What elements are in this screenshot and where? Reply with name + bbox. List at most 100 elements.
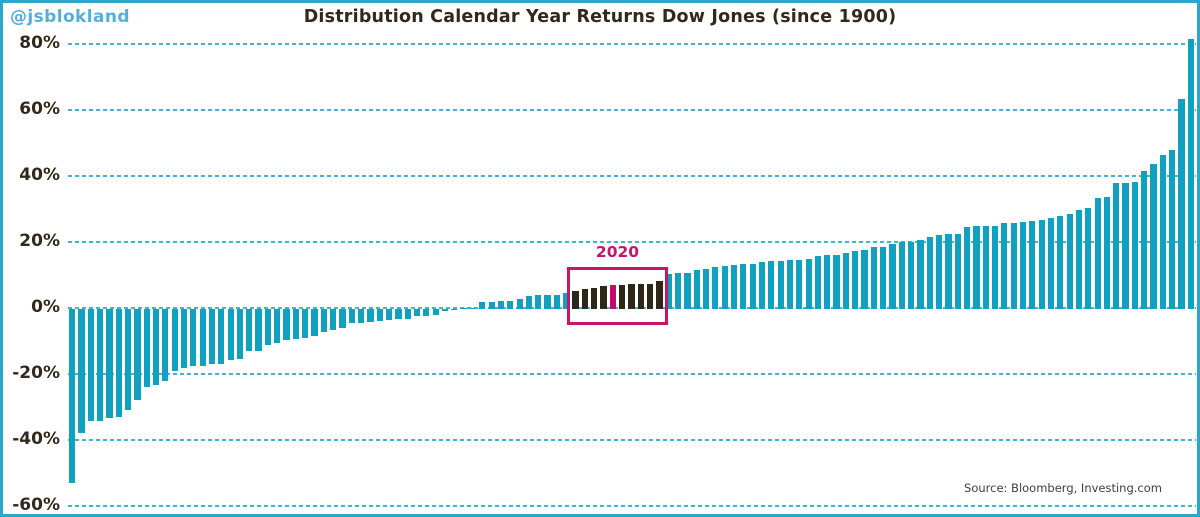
return-bar-1946 <box>311 309 318 336</box>
watermark: @jsblokland <box>10 7 130 27</box>
y-axis-tick-label: 60% <box>19 99 60 119</box>
gridline-40 <box>68 175 1196 177</box>
return-bar-1982 <box>889 244 896 309</box>
return-bar-1910 <box>180 309 188 369</box>
return-bar-1943 <box>749 263 756 309</box>
return-bar-1933 <box>1178 98 1185 309</box>
return-bar-2013 <box>1019 221 1027 309</box>
return-bar-1909 <box>796 259 803 309</box>
return-bar-2002 <box>208 309 216 365</box>
return-bar-2009 <box>880 247 887 309</box>
return-bar-1903 <box>143 309 150 387</box>
return-bar-2001 <box>320 309 327 333</box>
gridline-80 <box>68 43 1196 45</box>
return-bar-1962 <box>264 309 272 345</box>
return-bar-1905 <box>1113 182 1120 309</box>
return-bar-1954 <box>1150 163 1157 309</box>
gridline-60 <box>68 109 1196 111</box>
return-bar-1947 <box>488 301 495 309</box>
return-bar-1942 <box>647 283 654 309</box>
return-bar-1990 <box>348 309 355 324</box>
return-bar-1960 <box>283 309 290 340</box>
return-bar-1930 <box>87 309 94 421</box>
return-bar-1907 <box>78 309 85 434</box>
return-bar-1974 <box>134 309 141 401</box>
return-bar-1917 <box>162 309 169 381</box>
return-bar-1961 <box>870 247 877 309</box>
return-bar-1987 <box>507 301 514 309</box>
return-bar-1922 <box>926 237 933 309</box>
return-bar-1923 <box>386 309 393 320</box>
return-bar-1924 <box>1010 222 1017 309</box>
return-bar-1959 <box>833 254 840 309</box>
return-bar-1928 <box>1169 149 1176 309</box>
return-bar-1985 <box>1047 217 1055 309</box>
chart-title: Distribution Calendar Year Returns Dow J… <box>303 7 897 27</box>
return-bar-1901 <box>302 309 309 338</box>
return-bar-1941 <box>227 309 234 360</box>
return-bar-1936 <box>963 227 971 309</box>
return-bar-2005 <box>441 309 449 311</box>
return-bar-1929 <box>199 309 206 366</box>
return-bar-1938 <box>1057 216 1064 309</box>
return-bar-1920 <box>106 309 113 418</box>
return-bar-1969 <box>236 309 244 360</box>
return-bar-1925 <box>1075 210 1083 309</box>
return-bar-1975 <box>1122 182 1129 309</box>
return-bar-1967 <box>805 258 812 309</box>
return-bar-1972 <box>777 260 784 309</box>
return-bar-1934 <box>525 295 533 309</box>
return-bar-2016 <box>730 264 738 309</box>
return-bar-1981 <box>292 309 299 340</box>
return-bar-1952 <box>656 281 663 309</box>
return-bar-2015 <box>413 309 421 317</box>
return-bar-2007 <box>591 287 598 309</box>
return-bar-1918 <box>665 274 672 309</box>
return-bar-1983 <box>898 242 905 309</box>
y-axis-tick-label: -20% <box>12 363 60 383</box>
return-bar-1916 <box>358 309 365 323</box>
return-bar-1991 <box>908 242 915 309</box>
return-bar-1914 <box>124 309 132 411</box>
y-axis-tick-label: 0% <box>31 297 60 317</box>
return-bar-1931 <box>69 309 76 483</box>
return-bar-2011 <box>572 290 579 309</box>
return-bar-1908 <box>1159 155 1166 309</box>
return-bar-2006 <box>824 255 831 309</box>
return-bar-1979 <box>535 295 542 309</box>
return-bar-2008 <box>97 309 104 421</box>
gridline--20 <box>68 373 1196 375</box>
return-bar-2019 <box>936 235 943 309</box>
source-note: Source: Bloomberg, Investing.com <box>964 481 1162 495</box>
return-bar-1992 <box>544 295 551 309</box>
return-bar-1977 <box>190 309 197 367</box>
return-bar-2003 <box>991 225 999 309</box>
return-bar-1984 <box>376 309 383 322</box>
return-bar-1958 <box>1103 196 1111 309</box>
return-bar-1995 <box>1094 198 1101 309</box>
highlight-year-label: 2020 <box>595 243 640 261</box>
return-bar-1994 <box>479 302 486 309</box>
return-bar-1956 <box>497 301 505 309</box>
return-bar-1986 <box>945 234 952 309</box>
return-bar-1921 <box>712 267 719 309</box>
return-bar-2000 <box>330 309 337 330</box>
return-bar-1996 <box>1001 223 1008 309</box>
return-bar-1926 <box>460 308 467 309</box>
return-bar-1993 <box>740 263 747 309</box>
return-bar-1912 <box>637 283 644 309</box>
return-bar-1968 <box>553 294 561 309</box>
return-bar-1970 <box>563 293 570 309</box>
return-bar-1913 <box>274 309 281 343</box>
return-bar-2020 <box>609 285 616 309</box>
return-bar-1957 <box>246 309 253 352</box>
gridline--40 <box>68 439 1196 441</box>
return-bar-1955 <box>917 240 924 309</box>
return-bar-1939 <box>404 309 411 319</box>
return-bar-2014 <box>628 284 635 310</box>
return-bar-1949 <box>721 266 728 309</box>
return-bar-1950 <box>852 250 859 309</box>
return-bar-1951 <box>758 261 766 309</box>
return-bar-2004 <box>516 298 523 309</box>
